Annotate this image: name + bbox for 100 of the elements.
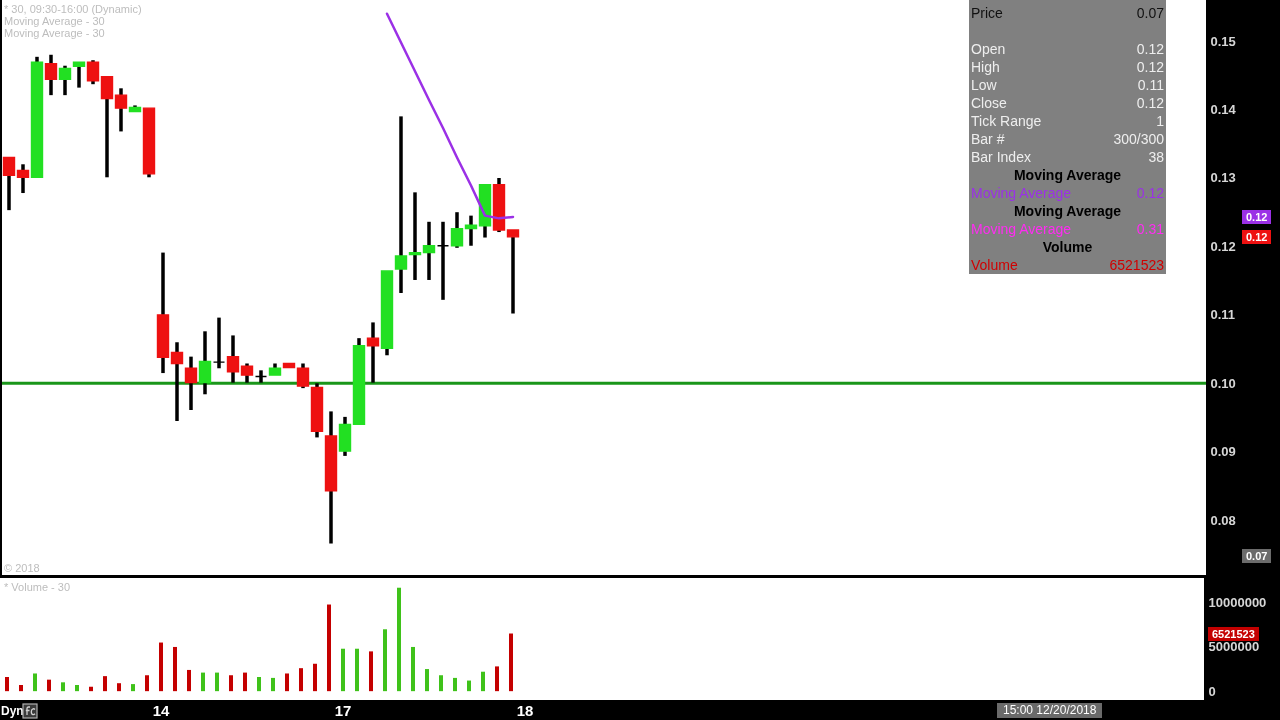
- annotation: 0.11: [1137, 76, 1164, 94]
- bar: [495, 666, 499, 692]
- annotation: High: [971, 58, 1000, 76]
- annotation: Volume: [971, 256, 1018, 274]
- bar: [383, 629, 387, 692]
- bar: [313, 663, 317, 692]
- candlestick: [506, 229, 520, 314]
- bar: [453, 677, 457, 692]
- candlestick: [100, 75, 114, 178]
- bar: [145, 675, 149, 692]
- bar: [47, 679, 51, 692]
- bar: [509, 633, 513, 692]
- bar: [229, 675, 233, 692]
- bar: [61, 682, 65, 692]
- annotation: 0.12: [1136, 40, 1164, 58]
- candlestick: [212, 317, 226, 369]
- annotation: © 2018: [4, 562, 40, 574]
- y-tick-label: 0.15: [1210, 33, 1236, 49]
- bar: [355, 648, 359, 692]
- bar: [33, 673, 37, 692]
- y-tick-label: 0.11: [1210, 307, 1236, 323]
- annotation: Tick Range: [971, 112, 1042, 130]
- candlestick: [156, 252, 170, 375]
- y-tick-label: 10000000: [1208, 595, 1267, 611]
- line-series: [385, 12, 515, 220]
- bar: [159, 642, 163, 692]
- chart-title: * 30, 09:30-16:00 (Dynamic): [4, 3, 142, 15]
- y-tick-label: 0.08: [1210, 512, 1236, 528]
- candlestick: [128, 105, 142, 113]
- bar: [257, 677, 261, 692]
- candlestick: [16, 164, 30, 195]
- annotation: Bar Index: [971, 148, 1031, 166]
- candlestick: [72, 61, 86, 88]
- candlestick: [226, 335, 240, 383]
- candlestick: [352, 338, 366, 426]
- bar: [481, 671, 485, 692]
- text: 0.12: [1242, 229, 1272, 244]
- bar: [117, 683, 121, 692]
- bar: [19, 684, 23, 692]
- annotation: 1: [1156, 112, 1164, 130]
- candlestick: [394, 116, 408, 293]
- candlestick: [436, 221, 450, 300]
- annotation: Price: [971, 4, 1003, 22]
- candlestick: [268, 363, 282, 376]
- bar: [341, 648, 345, 692]
- y-tick-label: 0.12: [1210, 238, 1236, 254]
- candlestick: [240, 363, 254, 383]
- bar: [271, 677, 275, 692]
- candlestick: [184, 356, 198, 411]
- annotation: Moving Average - 30: [4, 27, 105, 39]
- x-tick-label: 17: [334, 701, 352, 719]
- candlestick: [324, 411, 338, 544]
- bar: [411, 646, 415, 692]
- annotation: 300/300: [1113, 130, 1164, 148]
- bar: [299, 668, 303, 692]
- candlestick: [310, 383, 324, 438]
- text: 0.12: [1242, 209, 1272, 224]
- bar: [173, 646, 177, 692]
- bar: [425, 669, 429, 692]
- candlestick: [338, 416, 352, 456]
- bar: [75, 684, 79, 692]
- chart-title: * Volume - 30: [4, 581, 71, 593]
- bar: [369, 651, 373, 692]
- candlestick: [114, 88, 128, 132]
- bar: [285, 673, 289, 692]
- x-tick-label: 18: [516, 701, 534, 719]
- text: 15:00 12/20/2018: [997, 703, 1103, 718]
- candlestick: [30, 56, 44, 178]
- annotation: 0.12: [1136, 184, 1164, 202]
- candlestick: [86, 60, 100, 85]
- candlestick: [366, 322, 380, 383]
- y-tick-label: 5000000: [1208, 639, 1260, 655]
- annotation: Bar #: [971, 130, 1005, 148]
- y-tick-label: 0.14: [1210, 102, 1237, 118]
- candlestick: [380, 270, 394, 356]
- bar: [439, 675, 443, 692]
- annotation: Moving Average: [1012, 166, 1123, 184]
- candlestick: [44, 54, 58, 96]
- x-tick-label: 14: [152, 701, 170, 719]
- annotation: 0.12: [1136, 58, 1164, 76]
- annotation: 0.31: [1136, 220, 1164, 238]
- y-tick-label: 0.13: [1210, 170, 1236, 186]
- bar: [187, 669, 191, 692]
- annotation: 6521523: [1109, 256, 1164, 274]
- annotation: 38: [1148, 148, 1164, 166]
- annotation: Moving Average: [1012, 202, 1123, 220]
- y-tick-label: 0: [1208, 683, 1216, 699]
- y-tick-label: 0.09: [1210, 444, 1236, 460]
- bar: [467, 680, 471, 692]
- annotation: Moving Average - 30: [4, 15, 105, 27]
- candlestick: [198, 331, 212, 395]
- annotation: 0.07: [1136, 4, 1164, 22]
- annotation: Moving Average: [971, 184, 1072, 202]
- bar: [243, 672, 247, 692]
- candlestick: [170, 342, 184, 421]
- annotation: Moving Average: [971, 220, 1072, 238]
- annotation: Low: [971, 76, 997, 94]
- bar: [103, 676, 107, 692]
- text: Dyn: [1, 704, 24, 718]
- bar: [397, 587, 401, 692]
